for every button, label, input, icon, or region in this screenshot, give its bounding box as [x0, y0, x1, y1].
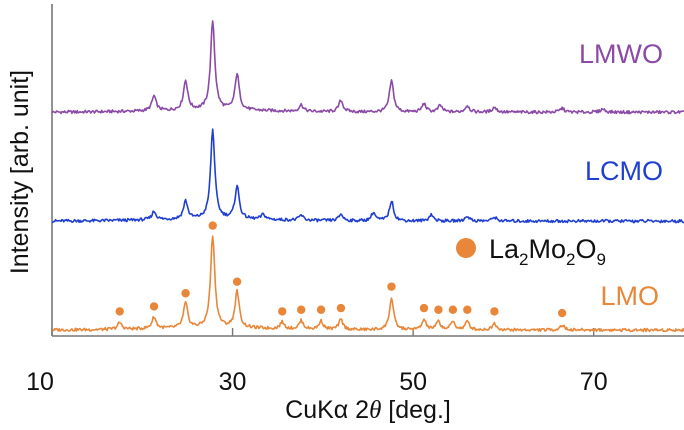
- x-tick-label-70: 70: [580, 368, 608, 396]
- phase-marker: [181, 289, 190, 298]
- y-axis-title: Intensity [arb. unit]: [6, 70, 34, 274]
- series-line-lmwo: [51, 20, 684, 115]
- phase-marker: [557, 308, 567, 318]
- phase-marker: [232, 277, 242, 286]
- phase-marker: [115, 307, 124, 316]
- series-label-lcmo: LCMO: [585, 156, 663, 186]
- phase-markers: [115, 221, 567, 318]
- phase-marker: [208, 221, 217, 230]
- phase-marker: [296, 305, 306, 314]
- x-tick-label-30: 30: [219, 368, 247, 396]
- plot-frame: [51, 4, 684, 337]
- phase-marker: [149, 302, 159, 311]
- phase-marker: [316, 305, 326, 314]
- series-line-lmo: [51, 235, 684, 333]
- series-label-lmo: LMO: [600, 281, 659, 311]
- legend-label: La2Mo2O9: [489, 234, 606, 269]
- phase-marker: [387, 282, 396, 291]
- phase-marker: [463, 305, 472, 314]
- phase-marker: [278, 307, 287, 316]
- phase-marker: [434, 305, 443, 314]
- phase-marker: [419, 303, 429, 313]
- legend: La2Mo2O9: [456, 234, 606, 269]
- x-tick-label-50: 50: [399, 368, 427, 396]
- series-line-lcmo: [51, 128, 684, 224]
- phase-marker: [490, 307, 499, 316]
- x-ticks: 10 30 50 70: [26, 328, 608, 396]
- legend-marker-circle: [456, 238, 476, 258]
- series-curves: [51, 20, 684, 333]
- x-tick-label-10: 10: [26, 368, 54, 396]
- phase-marker: [336, 303, 346, 313]
- x-axis-title: CuKα 2θ [deg.]: [285, 396, 451, 424]
- phase-marker: [448, 305, 458, 314]
- series-label-lmwo: LMWO: [579, 39, 663, 69]
